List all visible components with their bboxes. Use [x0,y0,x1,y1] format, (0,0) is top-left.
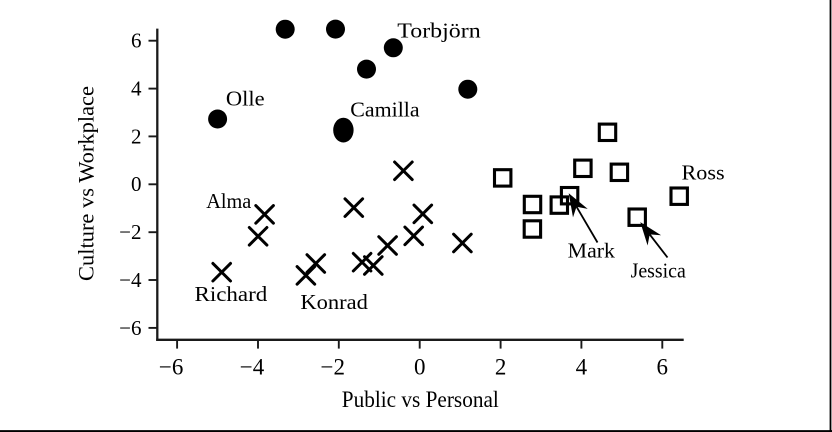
svg-text:4: 4 [131,77,142,101]
svg-text:Richard: Richard [195,282,268,306]
svg-text:6: 6 [131,29,142,53]
svg-text:Mark: Mark [568,239,616,263]
svg-text:0: 0 [414,354,426,379]
svg-text:0: 0 [131,172,142,196]
svg-text:−4: −4 [240,354,265,379]
svg-text:−6: −6 [159,354,183,379]
svg-text:Torbjörn: Torbjörn [397,19,481,43]
svg-text:Jessica: Jessica [631,259,687,283]
svg-text:Olle: Olle [226,87,265,111]
svg-text:−2: −2 [321,354,345,379]
svg-text:Konrad: Konrad [300,290,368,314]
svg-text:Alma: Alma [206,189,252,213]
svg-text:Public vs Personal: Public vs Personal [342,387,499,412]
svg-text:−4: −4 [119,268,142,292]
svg-text:−2: −2 [119,220,141,244]
svg-text:Ross: Ross [682,160,725,184]
svg-text:4: 4 [576,354,588,379]
svg-text:Camilla: Camilla [350,98,420,122]
svg-text:6: 6 [657,354,669,379]
svg-text:2: 2 [131,124,142,148]
svg-text:2: 2 [495,354,507,379]
svg-text:−6: −6 [119,316,141,340]
svg-text:Culture vs Workplace: Culture vs Workplace [74,86,99,281]
